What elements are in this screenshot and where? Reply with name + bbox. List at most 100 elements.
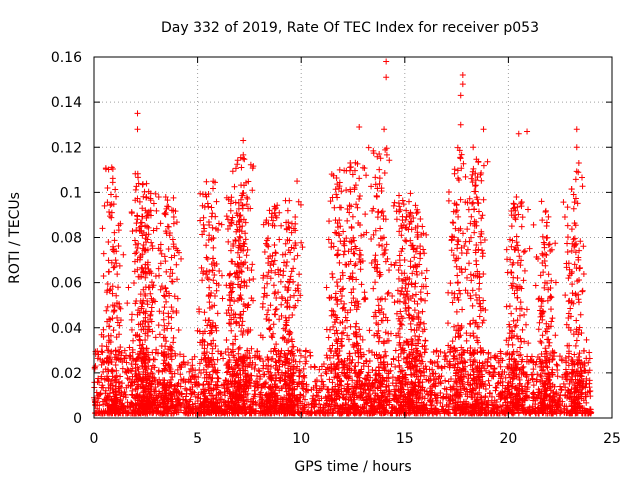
- data-point: [302, 347, 309, 354]
- data-point: [382, 348, 389, 355]
- data-point: [352, 350, 359, 357]
- data-point: [295, 198, 302, 205]
- data-point: [557, 410, 564, 417]
- data-point: [420, 320, 427, 327]
- data-point: [129, 346, 136, 353]
- data-point: [197, 217, 204, 224]
- data-point: [412, 263, 419, 270]
- data-point: [372, 372, 379, 379]
- data-point: [476, 410, 483, 417]
- data-point: [274, 202, 281, 209]
- data-point: [413, 268, 420, 275]
- data-point: [276, 209, 283, 216]
- data-point: [240, 240, 247, 247]
- data-point: [223, 369, 230, 376]
- data-point: [406, 314, 413, 321]
- data-point: [293, 396, 300, 403]
- data-point: [130, 279, 137, 286]
- data-point: [268, 363, 275, 370]
- data-point: [286, 330, 293, 337]
- data-point: [270, 261, 277, 268]
- data-point: [271, 242, 278, 249]
- data-point: [485, 397, 492, 404]
- data-point: [146, 391, 153, 398]
- data-point: [135, 366, 142, 373]
- data-point: [368, 183, 375, 190]
- data-point: [377, 155, 384, 162]
- data-point: [381, 366, 388, 373]
- data-point: [417, 243, 424, 250]
- data-point: [175, 326, 182, 333]
- data-point: [340, 329, 347, 336]
- data-point: [558, 387, 565, 394]
- data-point: [328, 401, 335, 408]
- data-point: [287, 399, 294, 406]
- data-point: [272, 289, 279, 296]
- data-point: [339, 305, 346, 312]
- data-point: [235, 365, 242, 372]
- data-point: [255, 367, 262, 374]
- data-point: [261, 284, 268, 291]
- data-point: [344, 217, 351, 224]
- data-point: [354, 298, 361, 305]
- data-point: [410, 403, 417, 410]
- data-point: [373, 264, 380, 271]
- data-point: [285, 347, 292, 354]
- data-point: [142, 207, 149, 214]
- data-point: [134, 397, 141, 404]
- data-point: [412, 280, 419, 287]
- data-point: [229, 370, 236, 377]
- data-point: [348, 246, 355, 253]
- data-point: [375, 327, 382, 334]
- data-point: [211, 272, 218, 279]
- data-point: [105, 332, 112, 339]
- data-point: [92, 401, 99, 408]
- data-point: [376, 180, 383, 187]
- data-point: [383, 241, 390, 248]
- data-point: [199, 277, 206, 284]
- data-point: [437, 348, 444, 355]
- data-point: [223, 310, 230, 317]
- data-point: [147, 316, 154, 323]
- data-point: [393, 332, 400, 339]
- data-point: [204, 256, 211, 263]
- data-point: [398, 248, 405, 255]
- data-point: [430, 349, 437, 356]
- data-point: [239, 318, 246, 325]
- data-point: [318, 395, 325, 402]
- data-point: [226, 320, 233, 327]
- data-point: [399, 373, 406, 380]
- data-point: [357, 333, 364, 340]
- data-point: [146, 386, 153, 393]
- data-point: [168, 381, 175, 388]
- data-point: [396, 208, 403, 215]
- data-point: [132, 405, 139, 412]
- data-point: [177, 371, 184, 378]
- data-point: [106, 213, 113, 220]
- data-point: [296, 380, 303, 387]
- data-point: [348, 239, 355, 246]
- data-point: [287, 350, 294, 357]
- data-point: [223, 377, 230, 384]
- data-point: [161, 253, 168, 260]
- data-point: [99, 357, 106, 364]
- data-point: [256, 353, 263, 360]
- data-point: [312, 410, 319, 417]
- data-point: [100, 384, 107, 391]
- data-point: [141, 353, 148, 360]
- data-point: [348, 225, 355, 232]
- data-point: [210, 244, 217, 251]
- data-point: [380, 353, 387, 360]
- data-point: [99, 382, 106, 389]
- data-point: [265, 235, 272, 242]
- data-point: [209, 345, 216, 352]
- data-point: [464, 408, 471, 415]
- data-point: [207, 321, 214, 328]
- data-point: [398, 321, 405, 328]
- data-point: [186, 386, 193, 393]
- data-point: [116, 348, 123, 355]
- data-point: [236, 394, 243, 401]
- data-point: [198, 404, 205, 411]
- data-point: [275, 369, 282, 376]
- data-point: [128, 316, 135, 323]
